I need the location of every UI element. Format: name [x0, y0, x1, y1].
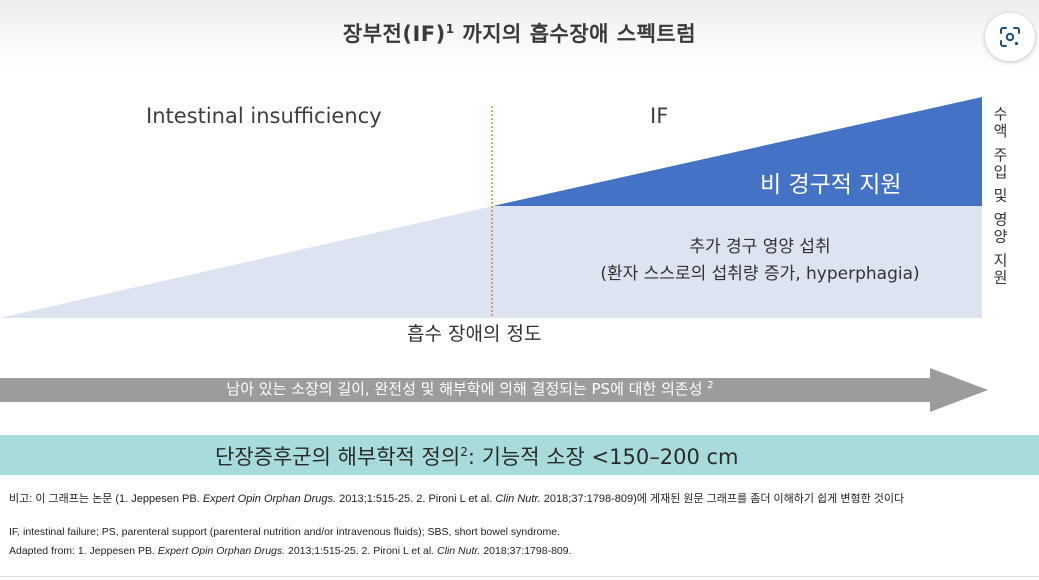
oral-intake-region	[0, 206, 982, 318]
adapted-from-footnote: Adapted from: 1. Jeppesen PB. Expert Opi…	[9, 545, 572, 557]
abbreviations-footnote: IF, intestinal failure; PS, parenteral s…	[9, 526, 560, 538]
malabsorption-degree-label: 흡수 장애의 정도	[407, 323, 542, 345]
if-label: IF	[650, 104, 669, 128]
sbs-definition-text: 단장증후군의 해부학적 정의2: 기능적 소장 <150–200 cm	[215, 445, 739, 469]
sbs-definition-banner	[0, 435, 1039, 475]
oral-nutrition-label-line2: (환자 스스로의 섭취량 증가, hyperphagia)	[600, 264, 920, 284]
oral-nutrition-label: 추가 경구 영양 섭취 (환자 스스로의 섭취량 증가, hyperphagia…	[540, 234, 980, 288]
page-title: 장부전(IF)1 까지의 흡수장애 스펙트럼	[342, 22, 697, 46]
oral-nutrition-label-line1: 추가 경구 영양 섭취	[689, 237, 831, 257]
intestinal-insufficiency-label: Intestinal insufficiency	[146, 104, 382, 128]
lens-search-button[interactable]	[985, 13, 1035, 61]
fluid-nutrition-support-label: 수액 주입 및 영양 지원	[991, 106, 1009, 287]
ps-dependency-label: 남아 있는 소장의 길이, 완전성 및 해부학에 의해 결정되는 PS에 대한 …	[226, 380, 714, 398]
parenteral-support-label: 비 경구적 지원	[760, 172, 902, 198]
korean-footnote: 비고: 이 그래프는 논문 (1. Jeppesen PB. Expert Op…	[9, 493, 905, 505]
bottom-divider	[0, 576, 1039, 577]
spectrum-diagram	[0, 97, 988, 412]
dependency-arrow	[0, 368, 988, 412]
google-lens-icon	[1000, 27, 1020, 47]
parenteral-support-region	[493, 97, 982, 206]
header-background	[0, 0, 1039, 70]
